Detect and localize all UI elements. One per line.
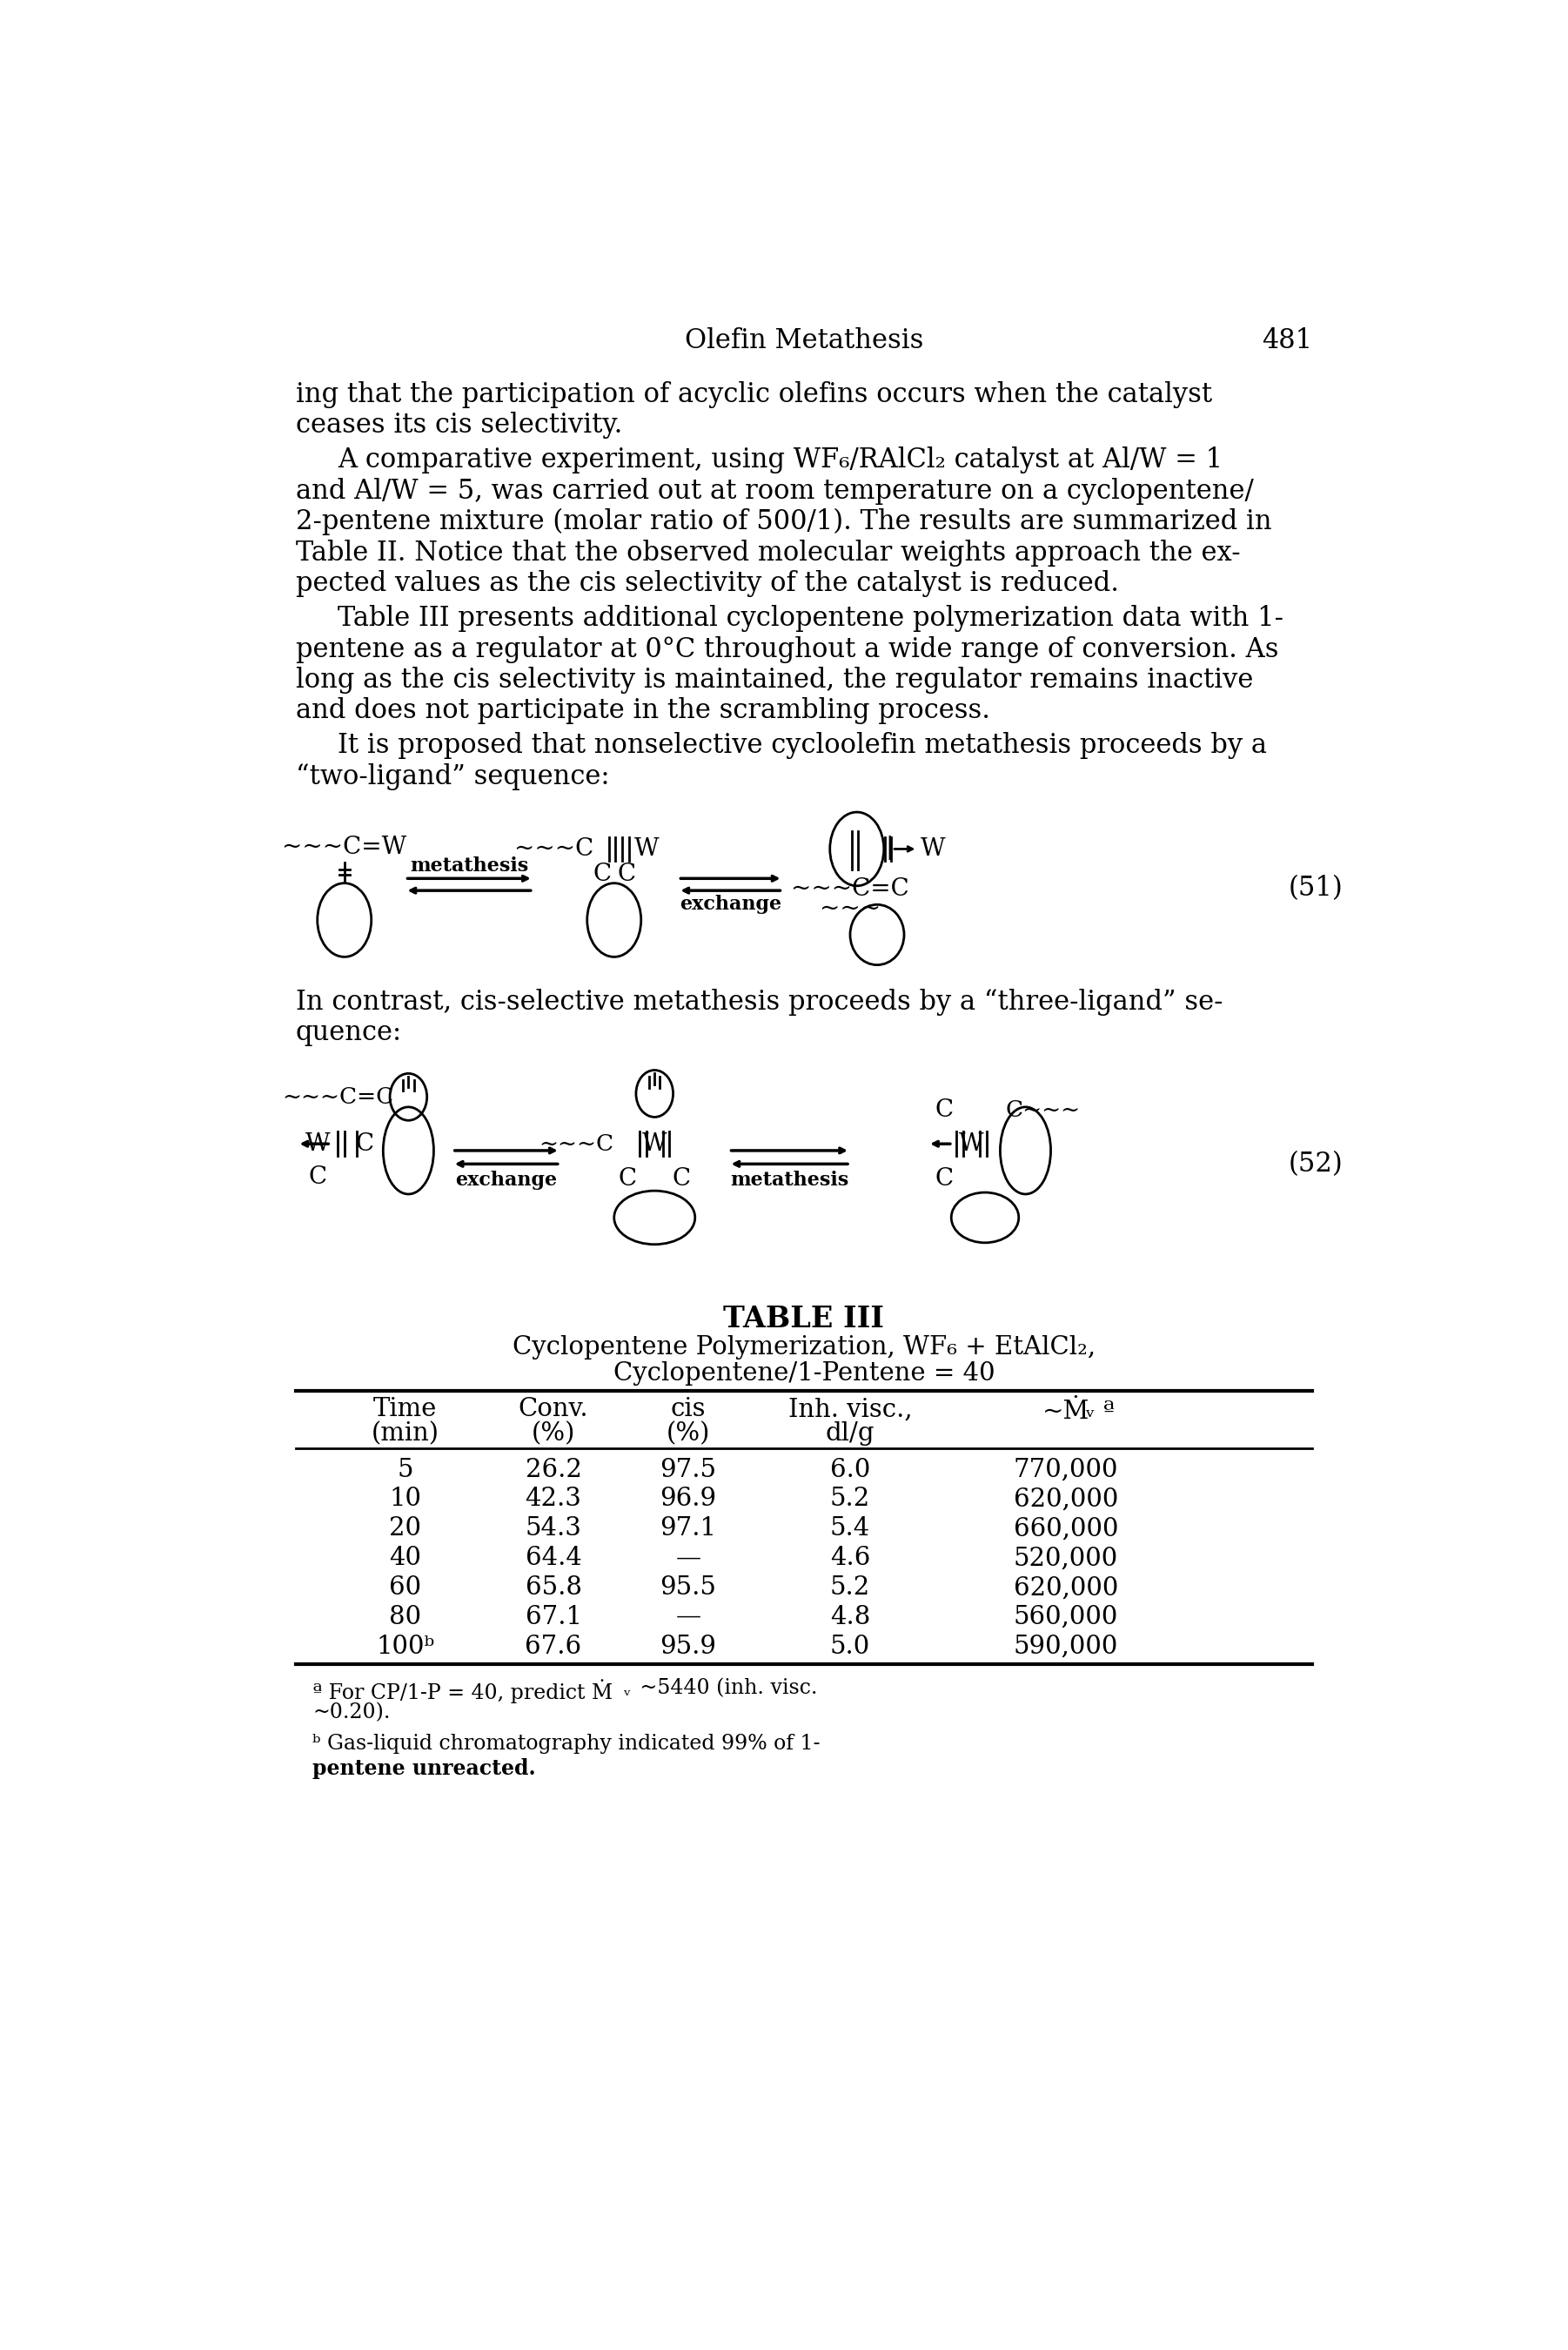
Text: metathesis: metathesis [409, 858, 528, 877]
Text: ceases its cis selectivity.: ceases its cis selectivity. [296, 411, 622, 439]
Text: In contrast, cis-selective metathesis proceeds by a “three-ligand” se-: In contrast, cis-selective metathesis pr… [296, 989, 1223, 1015]
Text: 20: 20 [389, 1516, 422, 1542]
Text: 520,000: 520,000 [1013, 1546, 1118, 1570]
Text: 620,000: 620,000 [1013, 1574, 1118, 1600]
Text: Conv.: Conv. [519, 1398, 588, 1422]
Text: 67.1: 67.1 [525, 1605, 582, 1629]
Text: 100ᵇ: 100ᵇ [376, 1636, 434, 1659]
Text: 67.6: 67.6 [525, 1636, 582, 1659]
Text: 660,000: 660,000 [1013, 1516, 1118, 1542]
Text: 481: 481 [1262, 327, 1312, 355]
Text: 5.4: 5.4 [829, 1516, 870, 1542]
Text: W: W [960, 1133, 985, 1156]
Text: pentene as a regulator at 0°C throughout a wide range of conversion. As: pentene as a regulator at 0°C throughout… [296, 637, 1278, 663]
Text: dl/g: dl/g [825, 1422, 875, 1445]
Text: It is proposed that nonselective cycloolefin metathesis proceeds by a: It is proposed that nonselective cyclool… [337, 733, 1267, 759]
Text: ᵥ: ᵥ [1085, 1401, 1093, 1422]
Text: long as the cis selectivity is maintained, the regulator remains inactive: long as the cis selectivity is maintaine… [296, 667, 1253, 693]
Text: Cyclopentene Polymerization, WF₆ + EtAlCl₂,: Cyclopentene Polymerization, WF₆ + EtAlC… [513, 1335, 1096, 1361]
Text: A comparative experiment, using WF₆/RAlCl₂ catalyst at Al/W = 1: A comparative experiment, using WF₆/RAlC… [337, 446, 1223, 475]
Text: W: W [643, 1133, 666, 1156]
Text: Time: Time [373, 1398, 437, 1422]
Text: Inh. visc.,: Inh. visc., [789, 1398, 913, 1422]
Text: ~~~C=W: ~~~C=W [282, 837, 406, 860]
Text: 5.0: 5.0 [829, 1636, 870, 1659]
Text: C: C [618, 862, 635, 886]
Text: 97.5: 97.5 [660, 1457, 717, 1483]
Text: 26.2: 26.2 [525, 1457, 582, 1483]
Text: “two-ligand” sequence:: “two-ligand” sequence: [296, 764, 610, 790]
Text: ~~~C=C: ~~~C=C [792, 877, 909, 900]
Text: 97.1: 97.1 [660, 1516, 717, 1542]
Text: C~~~: C~~~ [1005, 1100, 1080, 1121]
Text: 4.6: 4.6 [829, 1546, 870, 1570]
Text: |: | [886, 837, 894, 860]
Text: C: C [936, 1097, 953, 1121]
Text: pected values as the cis selectivity of the catalyst is reduced.: pected values as the cis selectivity of … [296, 571, 1120, 597]
Text: —: — [676, 1605, 701, 1629]
Text: 60: 60 [389, 1574, 422, 1600]
Text: C: C [593, 862, 612, 886]
Text: 40: 40 [389, 1546, 422, 1570]
Text: Cyclopentene/1-Pentene = 40: Cyclopentene/1-Pentene = 40 [613, 1361, 994, 1386]
Text: 80: 80 [389, 1605, 422, 1629]
Text: 6.0: 6.0 [829, 1457, 870, 1483]
Text: 620,000: 620,000 [1013, 1488, 1118, 1511]
Text: C: C [673, 1168, 691, 1191]
Text: 5: 5 [397, 1457, 412, 1483]
Text: 2-pentene mixture (molar ratio of 500/1). The results are summarized in: 2-pentene mixture (molar ratio of 500/1)… [296, 508, 1272, 536]
Text: W: W [635, 837, 659, 860]
Text: 560,000: 560,000 [1013, 1605, 1118, 1629]
Text: ~~~C=C: ~~~C=C [282, 1086, 394, 1107]
Text: cis: cis [671, 1398, 706, 1422]
Text: ~~~C: ~~~C [539, 1133, 615, 1154]
Text: metathesis: metathesis [731, 1170, 848, 1189]
Text: Table III presents additional cyclopentene polymerization data with 1-: Table III presents additional cyclopente… [337, 604, 1284, 632]
Text: (%): (%) [532, 1422, 575, 1445]
Text: ª For CP/1-P = 40, predict Ṁ: ª For CP/1-P = 40, predict Ṁ [312, 1678, 613, 1704]
Text: (min): (min) [372, 1422, 439, 1445]
Text: ing that the participation of acyclic olefins occurs when the catalyst: ing that the participation of acyclic ol… [296, 381, 1212, 409]
Text: 590,000: 590,000 [1013, 1636, 1118, 1659]
Text: 54.3: 54.3 [525, 1516, 582, 1542]
Text: exchange: exchange [455, 1170, 557, 1189]
Text: 64.4: 64.4 [525, 1546, 582, 1570]
Text: TABLE III: TABLE III [723, 1304, 884, 1332]
Text: ~~~: ~~~ [820, 898, 881, 921]
Text: (52): (52) [1289, 1152, 1344, 1177]
Text: Table II. Notice that the observed molecular weights approach the ex-: Table II. Notice that the observed molec… [296, 540, 1240, 566]
Text: W: W [304, 1133, 329, 1156]
Text: 4.8: 4.8 [829, 1605, 870, 1629]
Text: Olefin Metathesis: Olefin Metathesis [685, 327, 924, 355]
Text: 42.3: 42.3 [525, 1488, 582, 1511]
Text: 770,000: 770,000 [1013, 1457, 1118, 1483]
Text: ~Ṁ: ~Ṁ [1043, 1401, 1090, 1424]
Text: and Al/W = 5, was carried out at room temperature on a cyclopentene/: and Al/W = 5, was carried out at room te… [296, 477, 1254, 505]
Text: ~~~C: ~~~C [514, 837, 594, 860]
Text: C: C [309, 1166, 326, 1189]
Text: C: C [618, 1168, 637, 1191]
Text: ~0.20).: ~0.20). [312, 1704, 390, 1723]
Text: —: — [676, 1546, 701, 1570]
Text: quence:: quence: [296, 1020, 401, 1046]
Text: 95.5: 95.5 [660, 1574, 717, 1600]
Text: W: W [920, 837, 946, 860]
Text: 96.9: 96.9 [660, 1488, 717, 1511]
Text: and does not participate in the scrambling process.: and does not participate in the scrambli… [296, 698, 989, 724]
Text: 95.9: 95.9 [660, 1636, 717, 1659]
Text: C: C [356, 1133, 373, 1156]
Text: (%): (%) [666, 1422, 710, 1445]
Text: ª: ª [1094, 1401, 1115, 1424]
Text: (51): (51) [1289, 874, 1344, 902]
Text: 5.2: 5.2 [829, 1488, 870, 1511]
Text: 5.2: 5.2 [829, 1574, 870, 1600]
Text: ᵇ Gas-liquid chromatography indicated 99% of 1-: ᵇ Gas-liquid chromatography indicated 99… [312, 1734, 820, 1753]
Text: C: C [936, 1168, 953, 1191]
Text: ᵥ: ᵥ [622, 1683, 630, 1699]
Text: ~5440 (inh. visc.: ~5440 (inh. visc. [633, 1678, 817, 1699]
Text: 65.8: 65.8 [525, 1574, 582, 1600]
Text: 10: 10 [389, 1488, 422, 1511]
Text: exchange: exchange [679, 895, 781, 914]
Text: pentene unreacted.: pentene unreacted. [312, 1758, 536, 1779]
